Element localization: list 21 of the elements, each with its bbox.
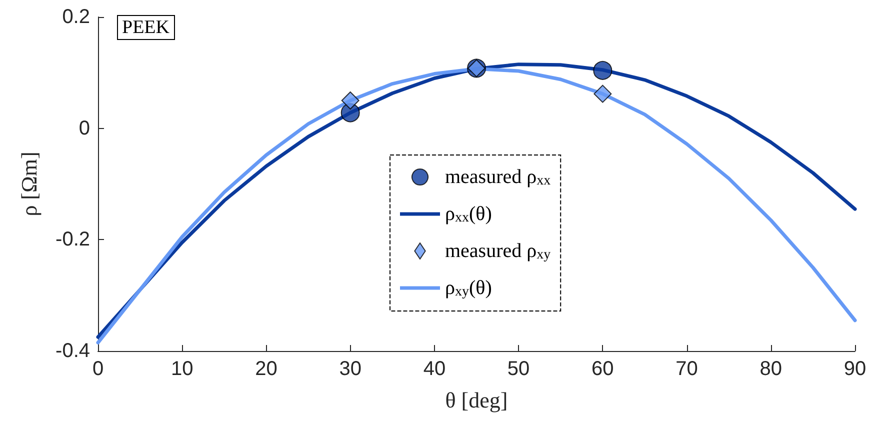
annotation: PEEK	[122, 17, 170, 38]
x-tick-label: 20	[255, 358, 278, 380]
x-tick-label: 90	[844, 358, 866, 380]
legend-label: measured ρxx	[445, 166, 551, 188]
y-tick-label: 0	[78, 117, 90, 140]
x-tick-label: 10	[170, 358, 194, 380]
y-axis-title: ρ [Ωm]	[16, 152, 42, 216]
legend-label: ρxx(θ)	[445, 203, 492, 226]
x-tick-label: 40	[423, 358, 446, 380]
x-tick-label: 50	[507, 358, 530, 380]
y-tick-label: -0.4	[56, 340, 90, 362]
legend-label: measured ρxy	[445, 240, 551, 262]
legend-label: ρxy(θ)	[445, 277, 492, 300]
y-tick-label: 0.2	[62, 6, 90, 28]
x-tick-label: 80	[760, 358, 782, 380]
x-tick-label: 70	[676, 358, 698, 380]
y-tick-label: -0.2	[56, 228, 90, 251]
x-tick-label: 30	[339, 358, 362, 380]
x-tick-label: 60	[592, 358, 614, 380]
x-tick-label: 0	[92, 358, 104, 380]
x-axis-title: θ [deg]	[445, 388, 508, 412]
